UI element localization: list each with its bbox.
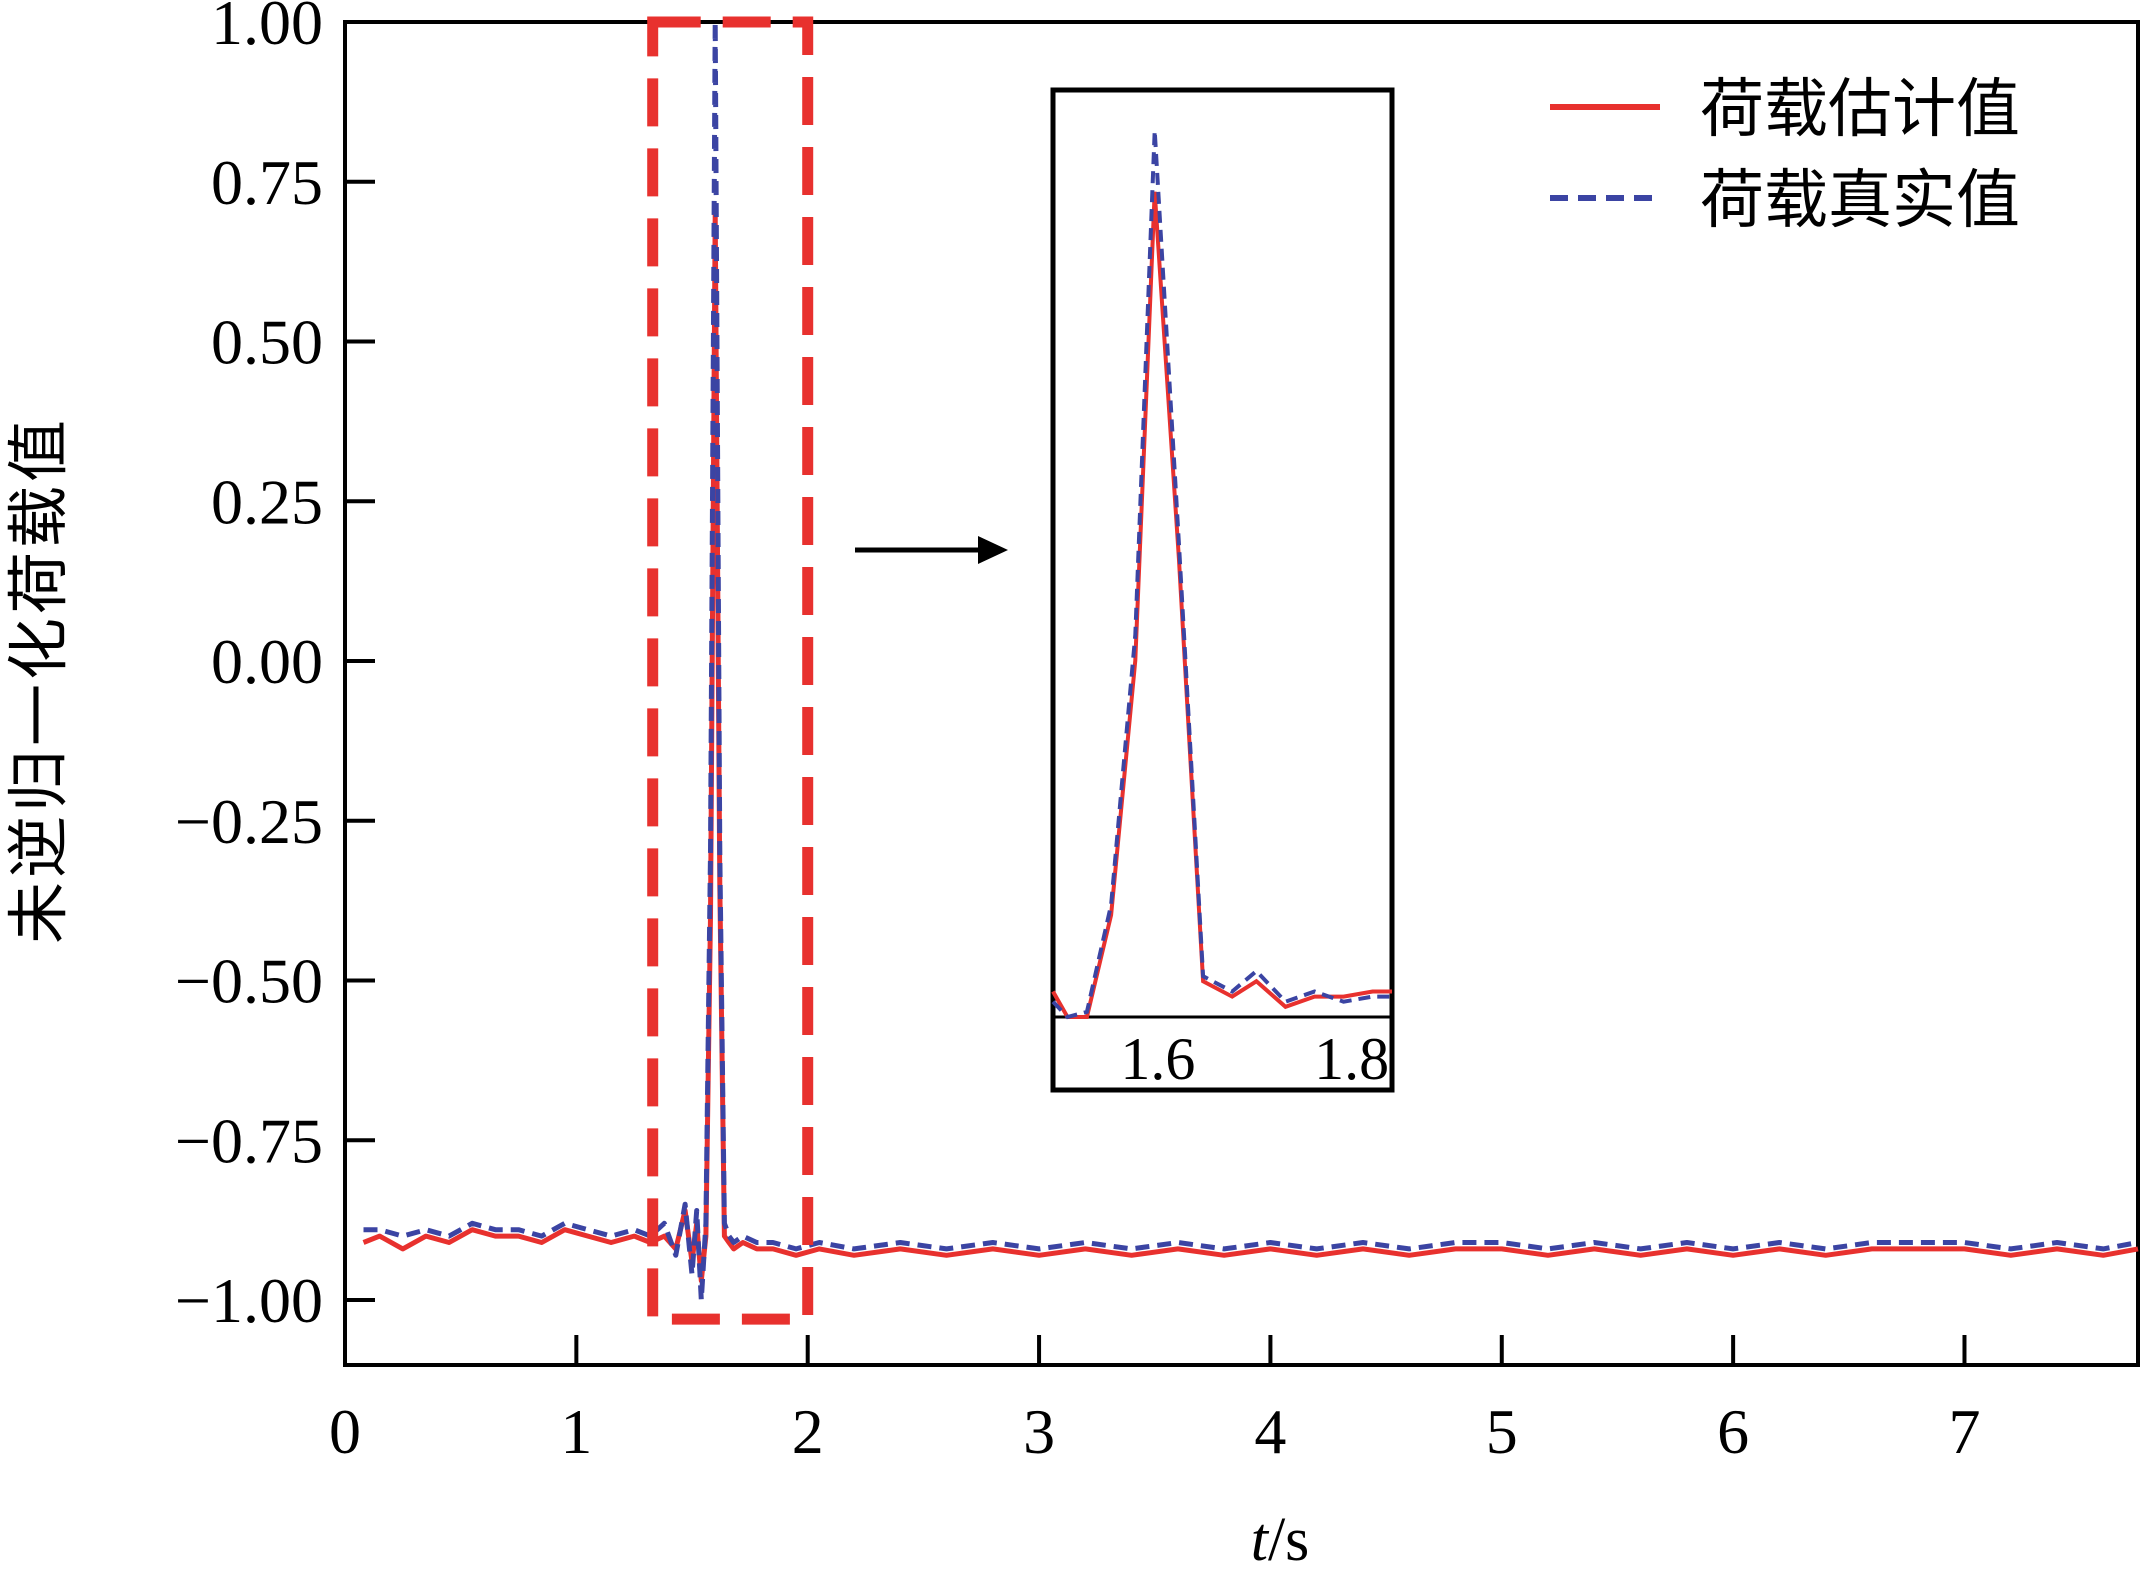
y-tick-label: −0.25 xyxy=(175,786,323,857)
inset-estimate-line xyxy=(1051,191,1392,1019)
axes: 1.00 0.75 0.50 0.25 0.00 −0.25 −0.50 −0.75 −1.00… xyxy=(175,0,1981,1467)
x-tick-label: 2 xyxy=(792,1396,824,1467)
series-layer xyxy=(362,19,2139,1303)
x-tick-label: 4 xyxy=(1254,1396,1286,1467)
highlight-box xyxy=(647,16,814,1325)
inset-x-tick-label: 1.6 xyxy=(1120,1026,1195,1092)
x-tick-label: 5 xyxy=(1486,1396,1518,1467)
y-tick-label: 0.75 xyxy=(211,147,323,218)
inset-zoom: 1.6 1.8 xyxy=(855,87,1395,1093)
plot-frame xyxy=(343,20,2140,1367)
plot-area xyxy=(343,20,2140,1367)
x-tick-label: 3 xyxy=(1023,1396,1055,1467)
y-tick-label: 0.25 xyxy=(211,466,323,537)
x-axis-title-var: t xyxy=(1251,1506,1270,1570)
highlight-region-box xyxy=(647,16,814,1325)
x-axis-title-unit: /s xyxy=(1268,1506,1309,1570)
y-tick-label: −0.75 xyxy=(175,1105,323,1176)
legend-label-actual: 荷载真实值 xyxy=(1700,164,2020,238)
y-tick-label: −1.00 xyxy=(175,1265,323,1336)
series-estimate-line xyxy=(362,211,2139,1284)
series-actual-line xyxy=(363,19,2139,1303)
x-tick-label: 7 xyxy=(1948,1396,1980,1467)
x-axis-title: t/s xyxy=(1251,1506,1310,1570)
x-tick-label: 0 xyxy=(329,1396,361,1467)
y-tick-label: −0.50 xyxy=(175,946,323,1017)
y-tick-label: 0.00 xyxy=(211,626,323,697)
inset-actual-line xyxy=(1051,130,1392,1020)
y-axis-title: 未逆归一化荷载值 xyxy=(2,416,75,944)
y-tick-label: 1.00 xyxy=(211,0,323,58)
inset-x-tick-label: 1.8 xyxy=(1314,1026,1389,1092)
zoom-arrow-head xyxy=(978,536,1008,564)
legend-label-estimate: 荷载估计值 xyxy=(1700,73,2020,147)
x-tick-label: 1 xyxy=(560,1396,592,1467)
y-tick-label: 0.50 xyxy=(211,307,323,378)
x-tick-label: 6 xyxy=(1717,1396,1749,1467)
